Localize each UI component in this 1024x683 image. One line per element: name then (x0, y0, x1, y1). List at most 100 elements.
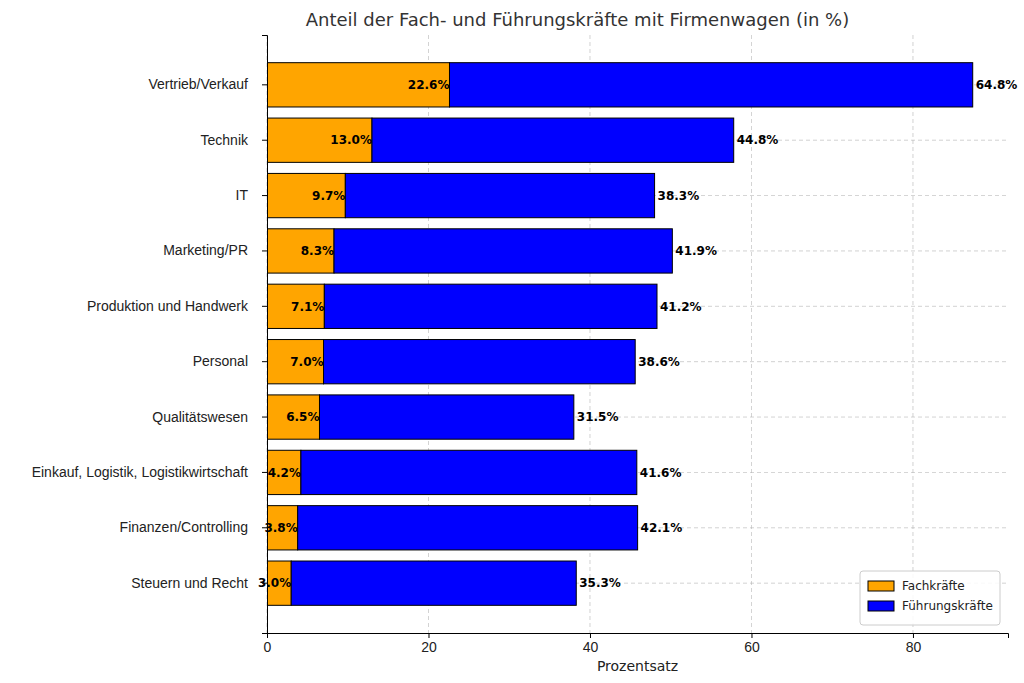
bar (449, 63, 972, 107)
tick: Einkauf, Logistik, Logistikwirtschaft (32, 464, 267, 480)
bar (267, 395, 319, 439)
grid-line-x (751, 35, 752, 633)
legend-label: Führungskräfte (902, 599, 993, 613)
tick-mark (262, 583, 267, 584)
data-label: 4.2% (268, 466, 301, 480)
tick-mark (590, 633, 591, 638)
bar (267, 63, 449, 107)
tick-label: 80 (906, 639, 922, 655)
tick-label: Produktion und Handwerk (87, 298, 249, 314)
tick-label: Steuern und Recht (131, 575, 248, 591)
tick-mark (262, 84, 267, 85)
x-axis: 0 20 40 60 80 (264, 633, 1009, 655)
tick: Steuern und Recht (131, 575, 267, 591)
tick-mark (751, 633, 752, 638)
data-label: 64.8% (976, 78, 1018, 92)
tick-label: 60 (744, 639, 760, 655)
title: Anteil der Fach- und Führungskräfte mit … (306, 9, 849, 30)
bar (267, 284, 324, 328)
tick-label: Vertrieb/Verkauf (148, 76, 248, 92)
data-label: 41.9% (675, 244, 717, 258)
bar (267, 450, 301, 494)
data-label: 38.6% (638, 355, 680, 369)
axis-line (268, 634, 1009, 639)
tick: Produktion und Handwerk (87, 298, 267, 314)
bar (301, 450, 637, 494)
tick: Qualitätswesen (152, 409, 267, 425)
bar (345, 173, 654, 217)
bar (267, 118, 372, 162)
tick-mark (262, 140, 267, 141)
data-label: 22.6% (408, 78, 450, 92)
tick: Finanzen/Controlling (120, 519, 267, 535)
data-label: 3.0% (258, 576, 291, 590)
tick-label: Personal (193, 353, 248, 369)
data-label: 31.5% (577, 410, 619, 424)
data-label: 7.1% (291, 300, 324, 314)
tick-label: Einkauf, Logistik, Logistikwirtschaft (32, 464, 248, 480)
tick-mark (428, 633, 429, 638)
data-label: 41.2% (660, 300, 702, 314)
tick-mark (913, 633, 914, 638)
grid-line-x (912, 35, 913, 633)
bars (267, 63, 973, 606)
data-label: 6.5% (286, 410, 319, 424)
data-label: 44.8% (737, 133, 779, 147)
legend-swatch (868, 601, 894, 611)
tick-mark (262, 195, 267, 196)
legend-item: Führungskräfte (868, 599, 993, 613)
tick: 40 (583, 633, 599, 655)
tick: 80 (906, 633, 922, 655)
data-label: 42.1% (641, 521, 683, 535)
tick-label: 20 (421, 639, 437, 655)
data-label: 38.3% (658, 189, 700, 203)
data-labels: 22.6% 13.0% 9.7% 8.3% 7.1% 7.0% 6.5% 4.2% 3.8% 3.… (258, 78, 1017, 590)
tick-label: 40 (583, 639, 599, 655)
legend-swatch (868, 581, 894, 591)
y-axis: Vertrieb/Verkauf Technik IT Marketing/PR Pro… (32, 36, 268, 634)
tick: IT (236, 187, 267, 203)
bar (298, 506, 638, 550)
tick-label: Finanzen/Controlling (120, 519, 248, 535)
data-label: 3.8% (264, 521, 297, 535)
tick: 60 (744, 633, 760, 655)
tick-label: Technik (201, 132, 249, 148)
data-label: 9.7% (312, 189, 345, 203)
tick-label: IT (236, 187, 249, 203)
bar (319, 395, 573, 439)
tick: Personal (193, 353, 267, 369)
tick: Marketing/PR (163, 242, 267, 258)
bar (334, 229, 672, 273)
bar (267, 173, 345, 217)
data-label: 41.6% (640, 466, 682, 480)
chart: 22.6% 13.0% 9.7% 8.3% 7.1% 7.0% 6.5% 4.2% 3.8% 3.… (0, 0, 1024, 683)
axis-title: Prozentsatz (597, 658, 678, 674)
tick-label: Qualitätswesen (152, 409, 248, 425)
bar (291, 561, 576, 605)
legend-frame (860, 571, 1000, 625)
tick: Vertrieb/Verkauf (148, 76, 267, 92)
tick-mark (262, 250, 267, 251)
bar (267, 340, 324, 384)
bar (372, 118, 734, 162)
legend-label: Fachkräfte (902, 579, 965, 593)
bar (267, 229, 334, 273)
tick: 0 (264, 633, 272, 655)
data-label: 13.0% (330, 133, 372, 147)
tick-mark (262, 306, 267, 307)
tick-mark (262, 361, 267, 362)
plot-area: 22.6% 13.0% 9.7% 8.3% 7.1% 7.0% 6.5% 4.2% 3.8% 3.… (32, 35, 1018, 655)
grid (267, 35, 1008, 633)
tick-mark (262, 527, 267, 528)
data-label: 8.3% (301, 244, 334, 258)
axis-line (262, 36, 268, 634)
tick-mark (262, 472, 267, 473)
data-label: 7.0% (290, 355, 323, 369)
tick: 20 (421, 633, 437, 655)
tick-label: Marketing/PR (163, 242, 248, 258)
tick-label: 0 (264, 639, 272, 655)
legend: Fachkräfte Führungskräfte (860, 571, 1000, 625)
data-label: 35.3% (579, 576, 621, 590)
legend-item: Fachkräfte (868, 579, 965, 593)
bar (324, 284, 657, 328)
